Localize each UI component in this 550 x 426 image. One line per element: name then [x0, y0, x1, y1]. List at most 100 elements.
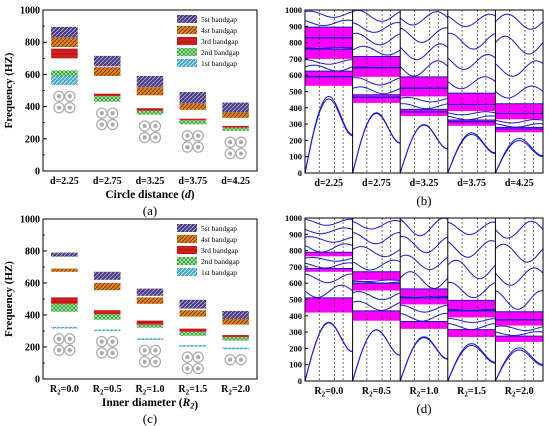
y-tick-label: 600: [289, 70, 302, 80]
dispersion-curve: [399, 217, 448, 237]
pictogram-core: [67, 348, 72, 353]
dispersion-curve: [304, 218, 353, 226]
pictogram-core: [142, 348, 147, 353]
panel-label: (b): [416, 193, 431, 208]
legend-label: 1st bandgap: [201, 268, 237, 277]
dispersion-curve: [400, 304, 448, 313]
dispersion-curve: [447, 344, 496, 382]
y-tick-label: 700: [289, 54, 302, 64]
dispersion-curve: [304, 19, 353, 27]
pictogram-ring: [224, 353, 236, 366]
bandgap-region: [495, 127, 543, 129]
bandgap-bar: [179, 120, 207, 125]
y-tick-label: 900: [289, 21, 302, 31]
panel-c-chart: 0 200 400 600 800 1000 Frequency (HZ) R2=0.0 R2=…: [3, 215, 258, 426]
y-tick-label: 600: [25, 279, 40, 290]
pictogram-core: [67, 94, 72, 99]
y-tick-label: 200: [289, 135, 302, 145]
panel-d-chart: 0 100 200 300 400 500 600 700 800 900 1000 R2=0.0 R2…: [285, 213, 544, 416]
pictogram-ring: [235, 353, 247, 366]
panel-label: (d): [416, 401, 431, 416]
bandgap-region: [305, 297, 353, 313]
pictogram-ring: [235, 147, 247, 160]
unit-cell-pictogram: [53, 333, 76, 356]
bandgap-region: [447, 104, 496, 112]
pictogram-core: [99, 339, 104, 344]
x-tick-label: d=3.25: [410, 178, 439, 189]
y-tick-label: 0: [298, 168, 302, 178]
bandgap-bar: [51, 297, 78, 304]
bandgap-region: [495, 113, 543, 120]
dispersion-curve: [399, 43, 449, 61]
dispersion-curve: [447, 343, 496, 382]
panel-a-chart: 0 200 400 600 800 1000 Frequency (HZ) d=2.25 d=2…: [3, 6, 258, 218]
dispersion-curve: [352, 329, 401, 382]
pictogram-ring: [149, 356, 162, 368]
bandgap-bar: [222, 347, 249, 350]
dispersion-curve: [400, 312, 448, 322]
dispersion-curve: [495, 35, 544, 55]
bandgap-region: [447, 120, 496, 122]
x-tick-label: R2=1.5: [178, 384, 207, 397]
unit-cell-pictogram: [181, 351, 204, 375]
y-tick-label: 600: [25, 70, 40, 81]
dispersion-curve: [352, 77, 401, 86]
pictogram-core: [56, 348, 62, 353]
dispersion-curve: [352, 112, 401, 174]
dispersion-curve: [400, 96, 448, 103]
legend-swatch: [177, 59, 197, 67]
x-tick-label: d=4.25: [505, 178, 534, 189]
dispersion-curve: [399, 11, 449, 26]
y-tick-label: 400: [25, 102, 40, 113]
legend-swatch: [177, 37, 197, 45]
dispersion-curve: [447, 221, 496, 236]
dispersion-curve: [304, 262, 353, 269]
x-tick-label: R2=1.5: [457, 386, 486, 399]
pictogram-core: [142, 359, 147, 364]
panel-label: (a): [143, 203, 157, 218]
bandgap-bar: [136, 324, 164, 328]
pictogram-ring: [64, 333, 76, 345]
dispersion-curve: [399, 123, 448, 174]
y-tick-label: 500: [289, 87, 302, 97]
y-axis-label: Frequency (HZ): [3, 52, 15, 128]
bandgap-bar: [136, 288, 164, 296]
dispersion-curve: [400, 235, 449, 254]
legend-label: 3rd bandgap: [201, 37, 239, 46]
bandgap-bar: [179, 118, 207, 121]
unit-cell-pictogram: [181, 130, 204, 153]
legend-label: 1st bandgap: [201, 59, 237, 68]
bandgap-region: [447, 329, 496, 337]
y-tick-label: 1000: [285, 213, 302, 223]
panel-b-chart: 0 100 200 300 400 500 600 700 800 900 1000 d=2.25 d=…: [285, 5, 544, 208]
dispersion-curve: [495, 60, 544, 77]
bandgap-bar: [179, 331, 207, 336]
dispersion-curve: [447, 13, 496, 27]
bandgap-region: [495, 311, 543, 320]
bandgap-region: [352, 97, 401, 103]
pictogram-ring: [149, 344, 162, 357]
pictogram-ring: [53, 344, 65, 356]
unit-cell-pictogram: [224, 136, 247, 160]
x-tick-label: R2=2.0: [221, 384, 250, 397]
pictogram-ring: [181, 351, 194, 363]
bandgap-bar: [136, 108, 164, 111]
pictogram-core: [228, 357, 233, 362]
y-tick-label: 0: [35, 375, 40, 386]
dispersion-curve: [399, 337, 448, 382]
pictogram-core: [238, 151, 244, 156]
dispersion-curve: [304, 59, 353, 65]
bandgap-bar: [51, 70, 78, 77]
pictogram-core: [56, 94, 62, 99]
pictogram-core: [228, 151, 233, 156]
bandgap-region: [305, 268, 353, 272]
pictogram-ring: [149, 131, 162, 144]
dispersion-curve: [352, 300, 401, 311]
dispersion-curve: [495, 118, 544, 124]
x-tick-label: R2=1.0: [410, 386, 439, 399]
legend-label: 5st bandgap: [201, 15, 237, 24]
bandgap-region: [495, 336, 543, 342]
pictogram-core: [142, 135, 147, 140]
pictogram-core: [185, 366, 190, 371]
dispersion-curve: [447, 76, 496, 90]
